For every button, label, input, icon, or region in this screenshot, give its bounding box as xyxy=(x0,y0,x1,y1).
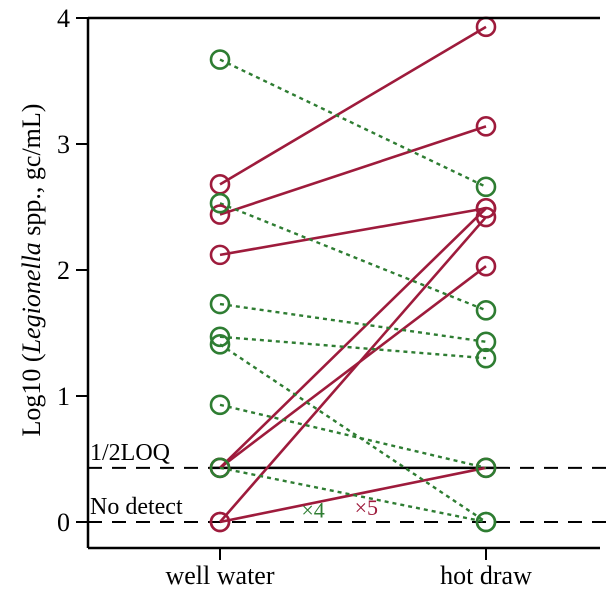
chart-labels: 1/2LOQ No detect 0 1 2 3 4 well water hot draw Lo… xyxy=(17,4,532,590)
pair-line-3 xyxy=(219,207,487,469)
pair-line-9 xyxy=(219,302,487,344)
point-11-well-water xyxy=(209,334,231,355)
ref-label-1: No detect xyxy=(90,494,183,520)
y-tick-label-2: 2 xyxy=(57,256,70,285)
y-axis-label-prefix: Log10 ( xyxy=(17,353,46,436)
point-6-well-water xyxy=(209,511,231,533)
y-tick-label-1: 1 xyxy=(57,382,70,411)
pair-line-11 xyxy=(219,343,487,523)
point-3-hot-draw xyxy=(475,197,497,219)
pair-line-6 xyxy=(219,466,487,524)
y-axis-label-suffix: spp., gc/mL) xyxy=(17,104,46,243)
data-points xyxy=(209,16,497,533)
point-12-well-water xyxy=(209,394,231,416)
pair-line-5 xyxy=(219,216,487,523)
pair-line-13 xyxy=(219,466,487,524)
point-4-hot-draw xyxy=(475,255,497,277)
point-10-well-water xyxy=(209,326,231,348)
y-axis-label-italic: Legionella xyxy=(17,242,46,354)
pair-line-2 xyxy=(219,206,487,257)
ref-label-0: 1/2LOQ xyxy=(90,440,170,466)
x-category-label-1: hot draw xyxy=(440,561,532,590)
axes xyxy=(76,16,600,560)
pair-line-12 xyxy=(219,403,487,469)
y-tick-label-3: 3 xyxy=(57,130,70,159)
point-2-well-water xyxy=(209,244,231,266)
point-8-well-water xyxy=(209,192,231,214)
point-10-hot-draw xyxy=(475,347,497,369)
point-9-hot-draw xyxy=(475,331,497,353)
point-9-well-water xyxy=(209,293,231,315)
point-8-hot-draw xyxy=(475,300,497,321)
pair-line-10 xyxy=(219,335,487,360)
y-tick-label-4: 4 xyxy=(57,4,70,33)
multiplicity-label-decrease: ×4 xyxy=(301,497,324,522)
point-12-hot-draw xyxy=(475,457,497,479)
pair-lines xyxy=(219,25,487,524)
point-13-well-water xyxy=(209,457,231,479)
reference-lines xyxy=(88,466,616,523)
y-tick-label-0: 0 xyxy=(57,508,70,537)
pair-line-1 xyxy=(219,125,487,216)
pair-line-7 xyxy=(219,58,487,188)
point-7-well-water xyxy=(209,49,231,70)
pair-line-0 xyxy=(219,25,487,186)
multiplicity-label-increase: ×5 xyxy=(355,495,378,520)
point-13-hot-draw xyxy=(475,511,497,533)
point-1-well-water xyxy=(209,204,231,225)
point-5-hot-draw xyxy=(475,206,497,228)
y-axis-label: Log10 (Legionella spp., gc/mL) xyxy=(17,104,46,437)
point-1-hot-draw xyxy=(475,116,497,137)
point-7-hot-draw xyxy=(475,176,497,198)
pair-line-8 xyxy=(219,202,487,312)
x-category-label-0: well water xyxy=(165,561,274,590)
pair-line-4 xyxy=(219,265,487,469)
